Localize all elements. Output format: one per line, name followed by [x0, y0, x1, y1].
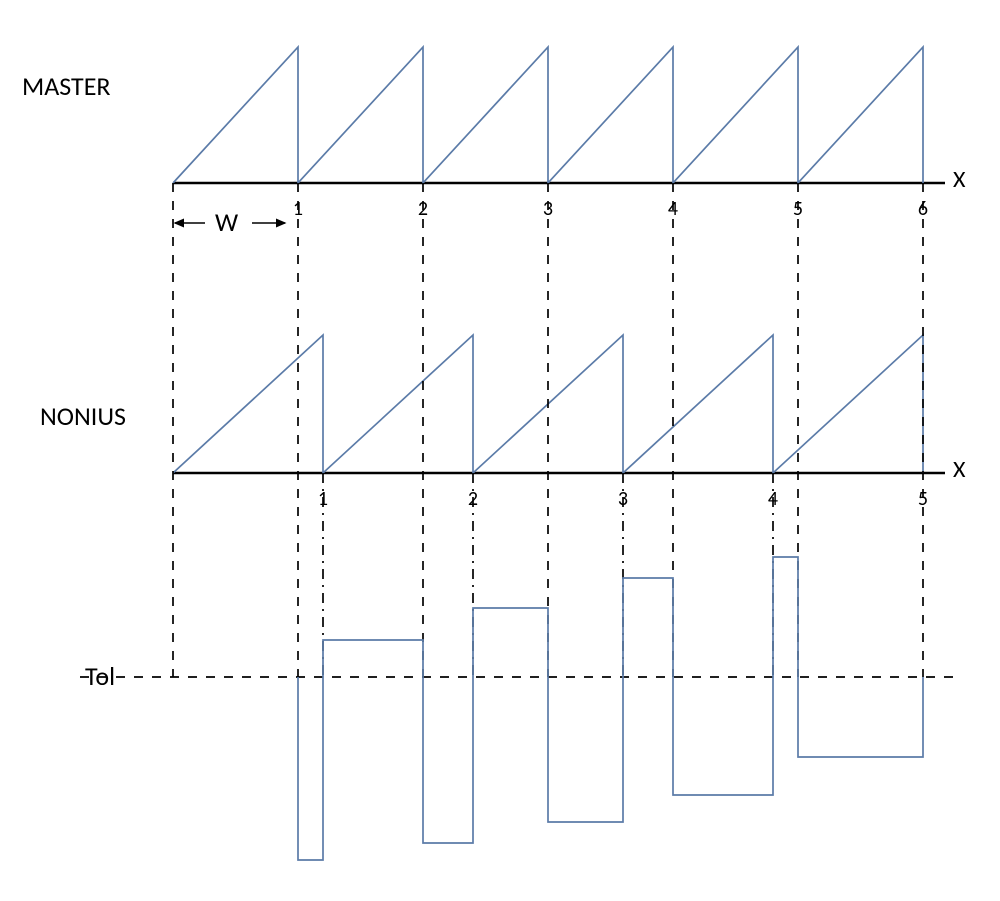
- nonius-tick-4: 4: [768, 487, 778, 511]
- diagram-container: MASTER NONIUS Tol X X W 12345612345: [0, 0, 1000, 901]
- nonius-tick-3: 3: [618, 487, 628, 511]
- nonius-tick-2: 2: [468, 487, 478, 511]
- master-tick-6: 6: [918, 197, 928, 221]
- master-tick-1: 1: [293, 197, 303, 221]
- master-tick-3: 3: [543, 197, 553, 221]
- master-tick-2: 2: [418, 197, 428, 221]
- nonius-tick-5: 5: [918, 487, 928, 511]
- nonius-tick-1: 1: [318, 487, 328, 511]
- svg-canvas: [0, 0, 1000, 901]
- master-tick-4: 4: [668, 197, 678, 221]
- master-tick-5: 5: [793, 197, 803, 221]
